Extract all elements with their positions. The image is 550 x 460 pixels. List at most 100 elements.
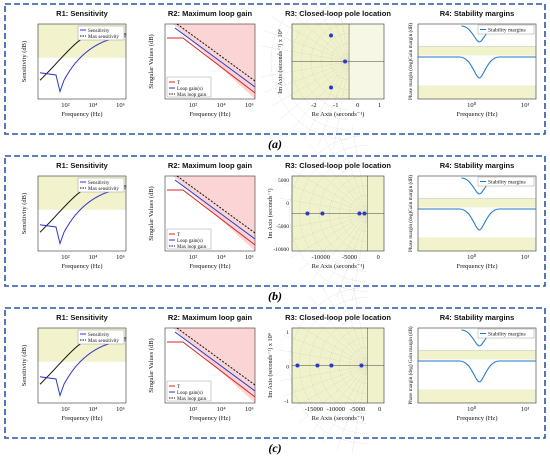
panel-title: R3: Closed-loop pole location bbox=[285, 313, 391, 322]
x-axis-label: Re Axis (seconds⁻¹) bbox=[312, 263, 365, 270]
max-loop-gain-line bbox=[176, 175, 256, 234]
row-frame bbox=[4, 307, 546, 439]
y-axis-label: Sensitivity (dB) bbox=[21, 41, 28, 82]
damping-ray bbox=[282, 182, 368, 214]
axes-box bbox=[417, 175, 537, 252]
damping-ray bbox=[278, 213, 368, 230]
damping-ray bbox=[313, 0, 350, 62]
damping-ray bbox=[260, 61, 350, 78]
legend-item: Stability margins bbox=[488, 332, 526, 338]
r3-ytick: 0 bbox=[286, 365, 289, 371]
phase-margin-band bbox=[418, 389, 536, 403]
y-axis-label: Phase margin (deg) Gain margin (dB) bbox=[407, 326, 414, 405]
r3-ytick: -5000 bbox=[276, 224, 289, 230]
frequency-arc bbox=[339, 185, 368, 242]
damping-ray bbox=[279, 61, 350, 120]
r4-xtick: 10¹ bbox=[521, 102, 530, 109]
r3-ytick: -10000 bbox=[273, 247, 289, 253]
damping-ray bbox=[351, 365, 368, 455]
damping-ray bbox=[322, 287, 368, 366]
max-loop-gain-line bbox=[176, 327, 256, 386]
r3-ytick: 1 bbox=[286, 330, 289, 336]
y-axis-label: Singular Values (dB) bbox=[148, 338, 155, 392]
legend-item: Max loop gain bbox=[177, 397, 207, 402]
frequency-arc bbox=[310, 23, 350, 100]
damping-ray bbox=[318, 61, 350, 147]
axes-box bbox=[164, 327, 256, 404]
closed-loop-pole bbox=[305, 211, 310, 216]
r3-xtick: 1 bbox=[378, 102, 381, 109]
damping-ray bbox=[351, 124, 368, 214]
panel-title: R3: Closed-loop pole location bbox=[285, 161, 391, 170]
phase-margin-band bbox=[418, 237, 536, 251]
damping-ray bbox=[309, 365, 368, 435]
t-line bbox=[167, 37, 256, 94]
frequency-arc bbox=[339, 337, 368, 394]
legend-item: Sensitivity bbox=[88, 29, 110, 34]
phase-margin-curve bbox=[418, 360, 536, 383]
r3-xtick: -10000 bbox=[312, 254, 330, 261]
closed-loop-pole bbox=[315, 363, 320, 368]
legend-item: Stability margins bbox=[488, 28, 526, 34]
max-loop-gain-line bbox=[176, 23, 256, 82]
x-axis-label: Frequency (Hz) bbox=[62, 111, 103, 118]
phase-margin-curve bbox=[418, 208, 536, 231]
y-axis-label: Im Axis (seconds⁻¹) x 10⁴ bbox=[267, 333, 274, 398]
closed-loop-pole bbox=[362, 211, 367, 216]
loop-gain-line bbox=[174, 179, 256, 240]
damping-ray bbox=[336, 280, 368, 366]
r4-xtick: 10⁰ bbox=[467, 253, 477, 261]
legend-item: Stability margins bbox=[488, 180, 526, 186]
r3-xtick: -2 bbox=[311, 102, 316, 109]
axes-box bbox=[37, 327, 127, 404]
panel-r3: R3: Closed-loop pole location -15000 -1000… bbox=[267, 276, 391, 455]
axes-box bbox=[164, 23, 256, 100]
panel-title: R1: Sensitivity bbox=[56, 9, 109, 18]
legend-item: T bbox=[177, 81, 180, 86]
legend-box bbox=[477, 328, 535, 339]
damping-ray bbox=[298, 213, 368, 272]
closed-loop-pole bbox=[357, 211, 362, 216]
x-axis-label: Frequency (Hz) bbox=[457, 415, 498, 422]
r3-ytick: -1 bbox=[284, 399, 289, 405]
damping-ray bbox=[298, 155, 368, 214]
legend-item: Sensitivity bbox=[88, 181, 110, 186]
legend-item: Loop gain(s) bbox=[177, 239, 203, 244]
phase-margin-curve bbox=[418, 56, 536, 79]
frequency-arc bbox=[290, 3, 350, 120]
damping-ray bbox=[298, 365, 368, 424]
damping-ray bbox=[264, 30, 350, 62]
axes-box bbox=[164, 175, 256, 252]
frequency-arc bbox=[280, 0, 350, 130]
legend-box bbox=[77, 177, 125, 193]
r1-xtick: 10⁶ bbox=[116, 254, 125, 261]
damping-ray bbox=[322, 365, 368, 444]
r2-xtick: 10⁴ bbox=[217, 102, 227, 109]
panel-title: R2: Maximum loop gain bbox=[168, 9, 253, 18]
r3-xtick: -1 bbox=[333, 102, 338, 109]
y-axis-label: Singular Values (dB) bbox=[148, 186, 155, 240]
damping-ray bbox=[336, 365, 368, 451]
r2-xtick: 10⁶ bbox=[245, 102, 254, 109]
legend: Stability margins bbox=[477, 328, 535, 339]
r3-ytick: 5000 bbox=[278, 178, 289, 184]
frequency-arc bbox=[329, 327, 368, 404]
y-axis-label: Sensitivity (dB) bbox=[21, 345, 28, 386]
x-axis-label: Frequency (Hz) bbox=[62, 263, 103, 270]
r3-xtick: -10000 bbox=[327, 406, 345, 413]
r1-xtick: 10² bbox=[61, 254, 70, 261]
panel-r4: R4: Stability margins Stability margins 10… bbox=[407, 161, 537, 270]
panel-r3: R3: Closed-loop pole location -2 -1 0 1 Re Ax… bbox=[260, 0, 391, 151]
loop-gain-line bbox=[174, 27, 256, 88]
damping-ray bbox=[322, 213, 368, 292]
gain-margin-band bbox=[418, 198, 536, 208]
y-axis-label: Phase margin (deg)Gain margin (dB) bbox=[407, 23, 414, 100]
closed-loop-pole bbox=[320, 211, 325, 216]
y-axis-label: Im Axis (seconds⁻¹) x 10⁴ bbox=[277, 29, 284, 94]
